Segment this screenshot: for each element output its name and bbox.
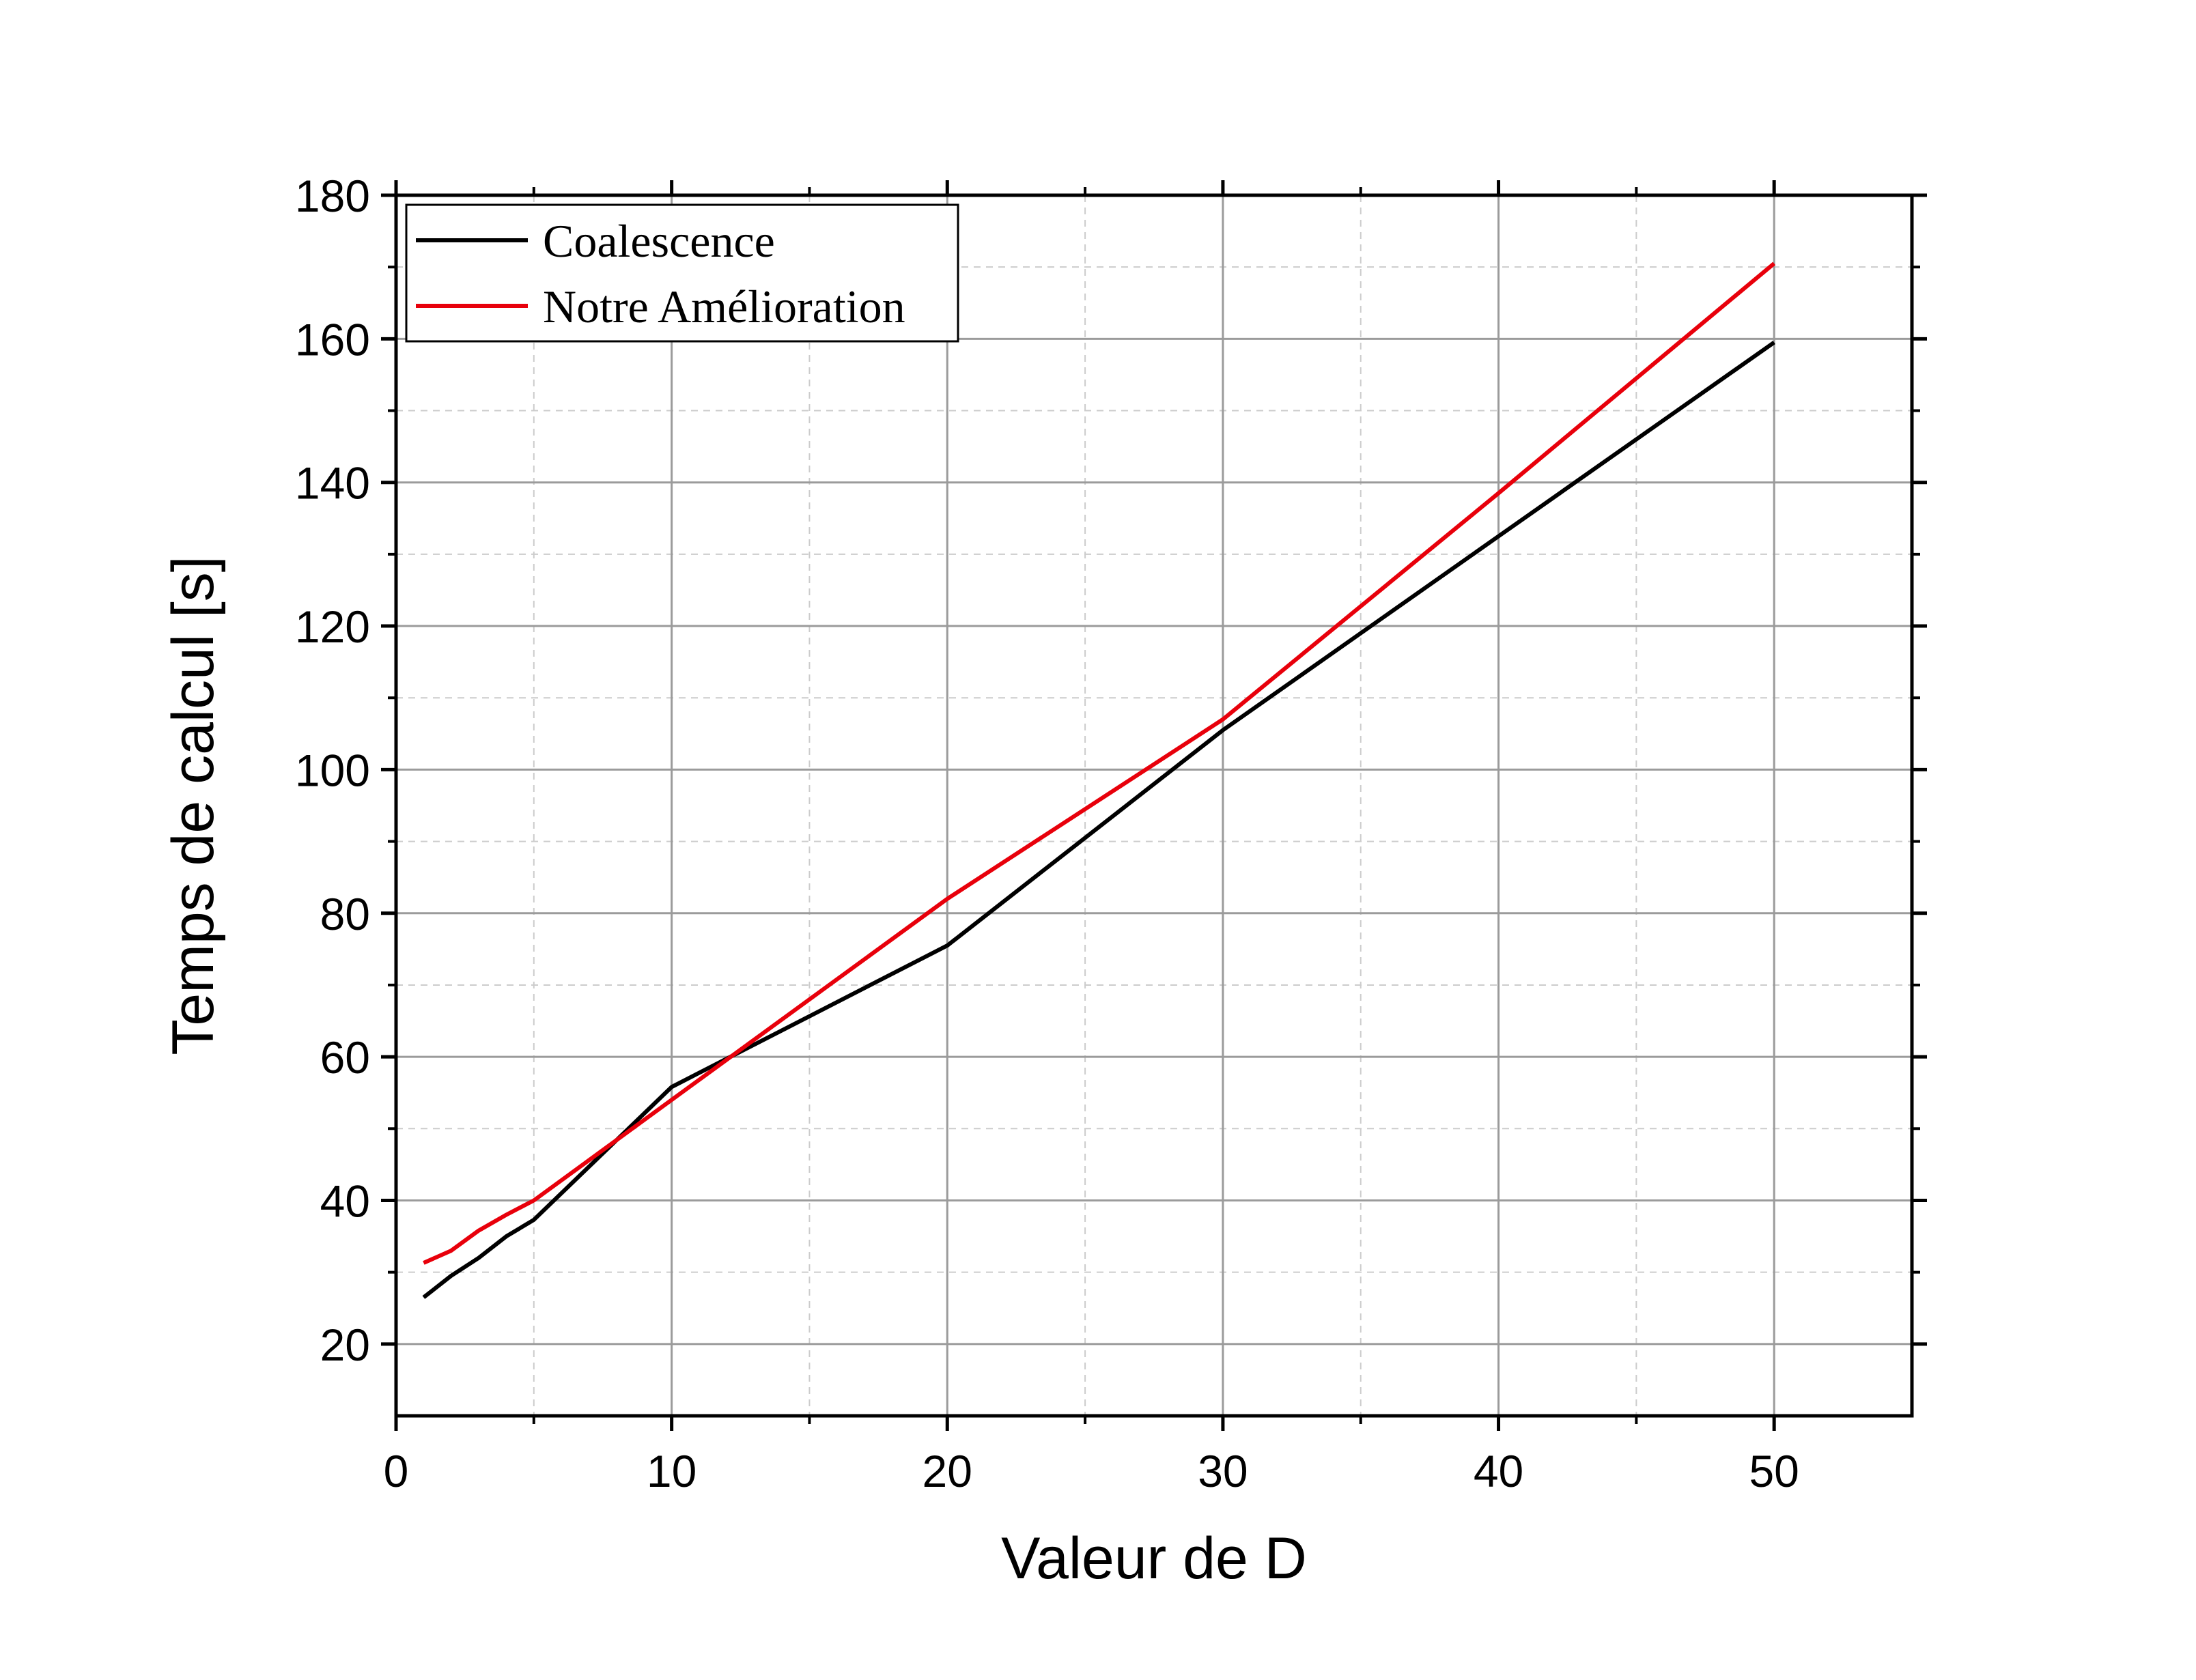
y-tick-label: 120 <box>295 601 370 652</box>
y-tick-label: 180 <box>295 171 370 221</box>
plot-frame <box>394 193 1914 1418</box>
y-tick-label: 20 <box>320 1320 370 1370</box>
tick-labels: 0 10 20 30 40 50 20 40 60 80 100 120 140 160 180 <box>295 171 1799 1496</box>
y-axis-title: Temps de calcul [s] <box>160 556 226 1055</box>
x-tick-label: 40 <box>1474 1446 1523 1496</box>
y-tick-label: 80 <box>320 889 370 939</box>
series-line <box>423 261 1776 1265</box>
y-tick-label: 40 <box>320 1176 370 1226</box>
y-tick-label: 160 <box>295 314 370 365</box>
x-tick-label: 20 <box>923 1446 972 1496</box>
x-tick-label: 10 <box>647 1446 696 1496</box>
legend-box <box>405 203 959 343</box>
legend: Coalescence Notre Amélioration <box>405 203 959 343</box>
x-tick-label: 0 <box>384 1446 409 1496</box>
x-axis-title: Valeur de D <box>1001 1526 1307 1591</box>
series-line <box>422 341 1775 1299</box>
x-tick-label: 50 <box>1749 1446 1799 1496</box>
y-tick-label: 140 <box>295 458 370 509</box>
y-tick-label: 100 <box>295 745 370 795</box>
legend-label: Coalescence <box>543 215 775 267</box>
axis-ticks <box>381 180 1927 1431</box>
series-lines <box>422 261 1776 1299</box>
y-tick-label: 60 <box>320 1032 370 1083</box>
legend-label: Notre Amélioration <box>543 281 905 332</box>
x-tick-label: 30 <box>1198 1446 1248 1496</box>
